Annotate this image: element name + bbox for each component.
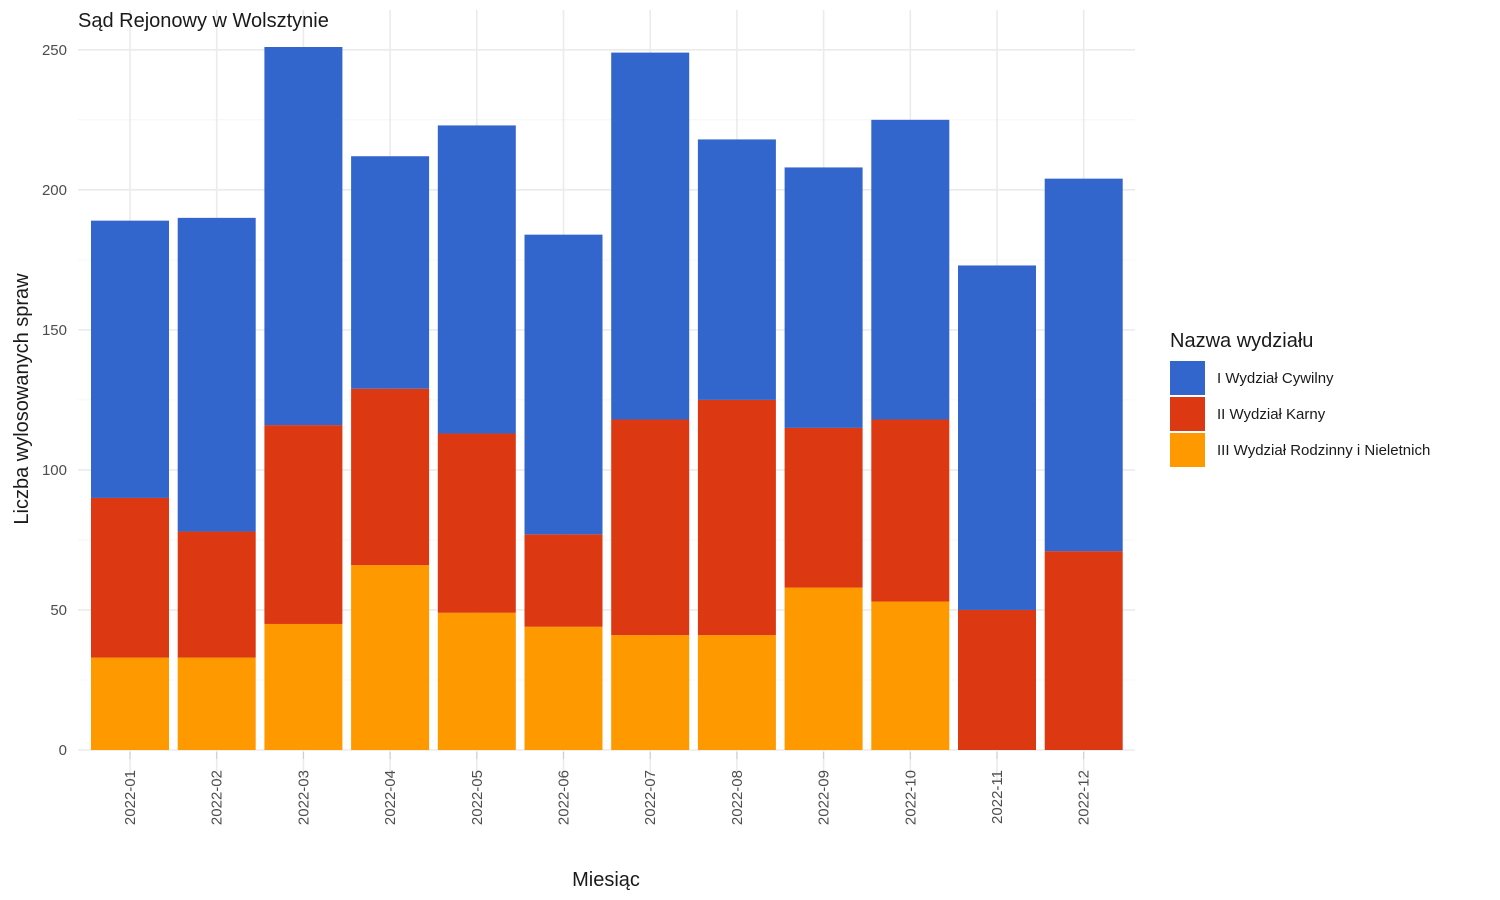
legend-label: III Wydział Rodzinny i Nieletnich: [1217, 442, 1430, 459]
x-tick-label: 2022-02: [209, 770, 226, 825]
bar-segment: [871, 419, 950, 602]
x-tick-label: 2022-12: [1076, 770, 1093, 825]
legend-items: I Wydział Cywilny II Wydział Karny III Wyd…: [1170, 361, 1430, 467]
bar-segment: [351, 388, 430, 566]
x-tick-label: 2022-01: [122, 770, 139, 825]
bar-segment: [177, 217, 256, 532]
legend-label: II Wydział Karny: [1217, 406, 1326, 423]
bar-segment: [264, 623, 343, 750]
bar-segment: [264, 425, 343, 624]
legend-label: I Wydział Cywilny: [1217, 370, 1334, 387]
x-axis-ticks: 2022-01 2022-02 2022-03 2022-04 2022-05 2022-…: [122, 752, 1093, 825]
y-tick-label: 200: [42, 182, 67, 199]
bar-segment: [437, 125, 516, 434]
bar-segment: [177, 531, 256, 658]
y-tick-label: 0: [59, 742, 67, 759]
y-tick-label: 250: [42, 42, 67, 59]
bar-segment: [697, 399, 776, 636]
x-tick-label: 2022-08: [729, 770, 746, 825]
bar-segment: [177, 657, 256, 750]
bar-segment: [958, 265, 1036, 610]
legend-swatch: [1170, 361, 1205, 395]
bars: [91, 47, 1123, 750]
bar-segment: [91, 220, 169, 498]
y-tick-label: 150: [42, 322, 67, 339]
bar-segment: [611, 52, 690, 420]
bar-segment: [784, 427, 863, 588]
bar-segment: [91, 657, 169, 750]
chart-title: Sąd Rejonowy w Wolsztynie: [78, 10, 329, 32]
bar-segment: [351, 565, 430, 750]
bar-segment: [264, 47, 343, 426]
bar-segment: [351, 156, 430, 389]
x-tick-label: 2022-09: [816, 770, 833, 825]
bar-segment: [1044, 551, 1123, 750]
x-tick-label: 2022-03: [295, 770, 312, 825]
legend-title: Nazwa wydziału: [1170, 330, 1313, 352]
bar-segment: [524, 534, 603, 627]
legend-swatch: [1170, 433, 1205, 467]
bar-segment: [91, 497, 169, 658]
x-tick-label: 2022-04: [382, 770, 399, 825]
bar-segment: [524, 626, 603, 750]
bar-segment: [437, 612, 516, 750]
x-tick-label: 2022-06: [556, 770, 573, 825]
y-tick-label: 50: [50, 602, 67, 619]
x-tick-label: 2022-07: [642, 770, 659, 825]
bar-segment: [697, 139, 776, 400]
legend: Nazwa wydziału I Wydział Cywilny II Wydzi…: [1170, 330, 1430, 467]
bar-segment: [871, 119, 950, 420]
bar-segment: [871, 601, 950, 750]
y-axis-title: Liczba wylosowanych spraw: [11, 273, 33, 525]
bar-segment: [437, 433, 516, 613]
bar-segment: [784, 587, 863, 750]
bar-segment: [784, 167, 863, 428]
x-tick-label: 2022-11: [989, 770, 1006, 824]
bar-segment: [1044, 178, 1123, 552]
x-tick-label: 2022-05: [469, 770, 486, 825]
x-axis-title: Miesiąc: [572, 869, 640, 891]
bar-segment: [697, 635, 776, 750]
bar-segment: [524, 234, 603, 535]
x-tick-label: 2022-10: [902, 770, 919, 825]
bar-segment: [611, 635, 690, 750]
legend-swatch: [1170, 397, 1205, 431]
y-axis-ticks: 0 50 100 150 200 250: [42, 42, 67, 759]
y-tick-label: 100: [42, 462, 67, 479]
bar-segment: [958, 609, 1036, 750]
bar-segment: [611, 419, 690, 636]
